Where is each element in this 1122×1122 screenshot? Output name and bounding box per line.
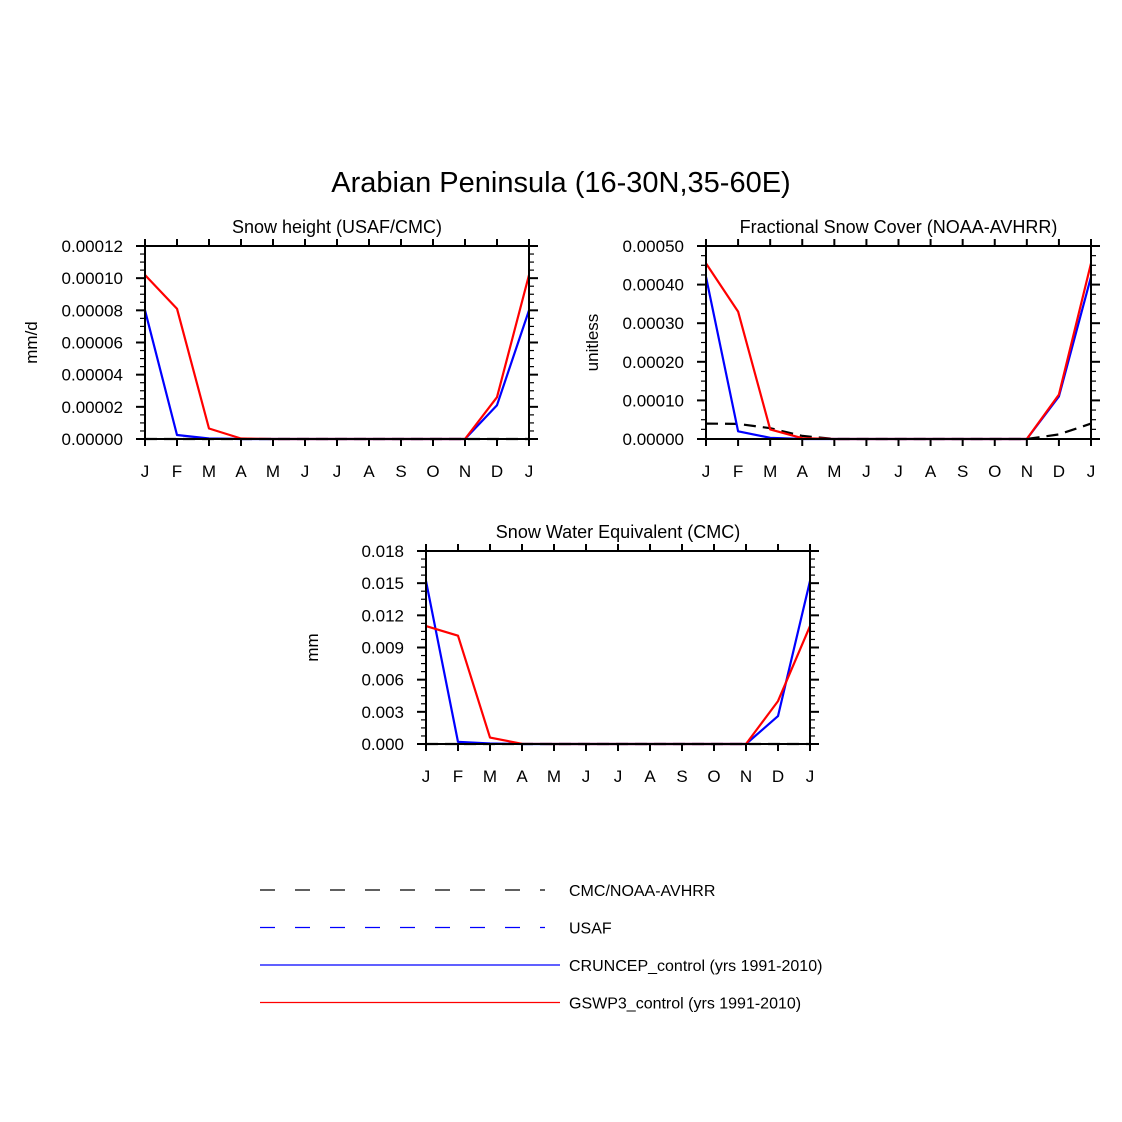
x-tick-label: M <box>827 462 841 481</box>
x-tick-label: J <box>1087 462 1096 481</box>
chart-panel-3: Snow Water Equivalent (CMC)mmJ F M A M J J A S O N… <box>303 522 819 786</box>
panel-title: Snow height (USAF/CMC) <box>232 217 442 237</box>
legend-label: CMC/NOAA-AVHRR <box>569 883 715 900</box>
x-tick-label: J <box>525 462 534 481</box>
y-tick-label: 0.00012 <box>62 237 123 256</box>
y-tick-label: 0.00020 <box>623 353 684 372</box>
y-tick-label: 0.018 <box>361 542 404 561</box>
y-tick-label: 0.012 <box>361 606 404 625</box>
x-tick-label: D <box>772 767 784 786</box>
x-tick-label: J <box>806 767 815 786</box>
panel-title: Fractional Snow Cover (NOAA-AVHRR) <box>740 217 1058 237</box>
x-tick-label: F <box>453 767 463 786</box>
x-tick-label: J <box>894 462 903 481</box>
legend-label: USAF <box>569 921 612 938</box>
y-tick-label: 0.00000 <box>62 430 123 449</box>
x-tick-label: S <box>957 462 968 481</box>
y-tick-label: 0.00010 <box>62 269 123 288</box>
x-tick-label: M <box>547 767 561 786</box>
x-tick-label: M <box>202 462 216 481</box>
y-tick-label: 0.00000 <box>623 430 684 449</box>
x-tick-label: A <box>644 767 656 786</box>
legend-label: GSWP3_control (yrs 1991-2010) <box>569 996 801 1013</box>
x-tick-label: D <box>491 462 503 481</box>
x-tick-label: A <box>925 462 937 481</box>
x-tick-label: A <box>363 462 375 481</box>
x-tick-label: F <box>172 462 182 481</box>
x-tick-label: J <box>702 462 711 481</box>
x-tick-label: S <box>676 767 687 786</box>
legend: CMC/NOAA-AVHRR USAF CRUNCEP_control (yrs 1… <box>260 883 822 1013</box>
x-tick-label: O <box>988 462 1001 481</box>
x-tick-label: N <box>1021 462 1033 481</box>
x-tick-label: J <box>333 462 342 481</box>
y-tick-label: 0.00010 <box>623 391 684 410</box>
y-tick-label: 0.015 <box>361 574 404 593</box>
chart-panel-2: Fractional Snow Cover (NOAA-AVHRR) unitle… <box>583 217 1100 481</box>
x-tick-label: O <box>707 767 720 786</box>
x-tick-label: J <box>141 462 150 481</box>
x-tick-label: A <box>235 462 247 481</box>
y-tick-label: 0.00050 <box>623 237 684 256</box>
x-tick-label: J <box>582 767 591 786</box>
y-tick-label: 0.00008 <box>62 301 123 320</box>
chart-panels: Snow height (USAF/CMC)mm/dJ F M A M J J A S O N D J0… <box>22 217 1100 786</box>
x-tick-label: O <box>426 462 439 481</box>
x-tick-label: N <box>459 462 471 481</box>
y-tick-label: 0.00004 <box>62 366 123 385</box>
x-tick-label: F <box>733 462 743 481</box>
y-tick-label: 0.000 <box>361 735 404 754</box>
x-tick-label: M <box>483 767 497 786</box>
x-tick-label: M <box>266 462 280 481</box>
x-tick-label: D <box>1053 462 1065 481</box>
y-tick-label: 0.006 <box>361 671 404 690</box>
y-axis-label: mm <box>303 633 322 661</box>
x-tick-label: J <box>614 767 623 786</box>
panel-title: Snow Water Equivalent (CMC) <box>496 522 740 542</box>
y-tick-label: 0.00006 <box>62 334 123 353</box>
x-tick-label: N <box>740 767 752 786</box>
x-tick-label: S <box>395 462 406 481</box>
figure-title: Arabian Peninsula (16-30N,35-60E) <box>331 167 790 199</box>
y-tick-label: 0.00030 <box>623 314 684 333</box>
y-tick-label: 0.00002 <box>62 398 123 417</box>
x-tick-label: J <box>862 462 871 481</box>
y-tick-label: 0.00040 <box>623 276 684 295</box>
legend-label: CRUNCEP_control (yrs 1991-2010) <box>569 958 822 975</box>
chart-panel-1: Snow height (USAF/CMC)mm/dJ F M A M J J A S O N D J0… <box>22 217 538 481</box>
x-tick-label: A <box>516 767 528 786</box>
x-tick-label: J <box>301 462 310 481</box>
x-tick-label: J <box>422 767 431 786</box>
x-tick-label: M <box>763 462 777 481</box>
y-axis-label: mm/d <box>22 321 41 364</box>
x-tick-label: A <box>797 462 809 481</box>
y-tick-label: 0.009 <box>361 639 404 658</box>
y-tick-label: 0.003 <box>361 703 404 722</box>
y-axis-label: unitless <box>583 314 602 372</box>
